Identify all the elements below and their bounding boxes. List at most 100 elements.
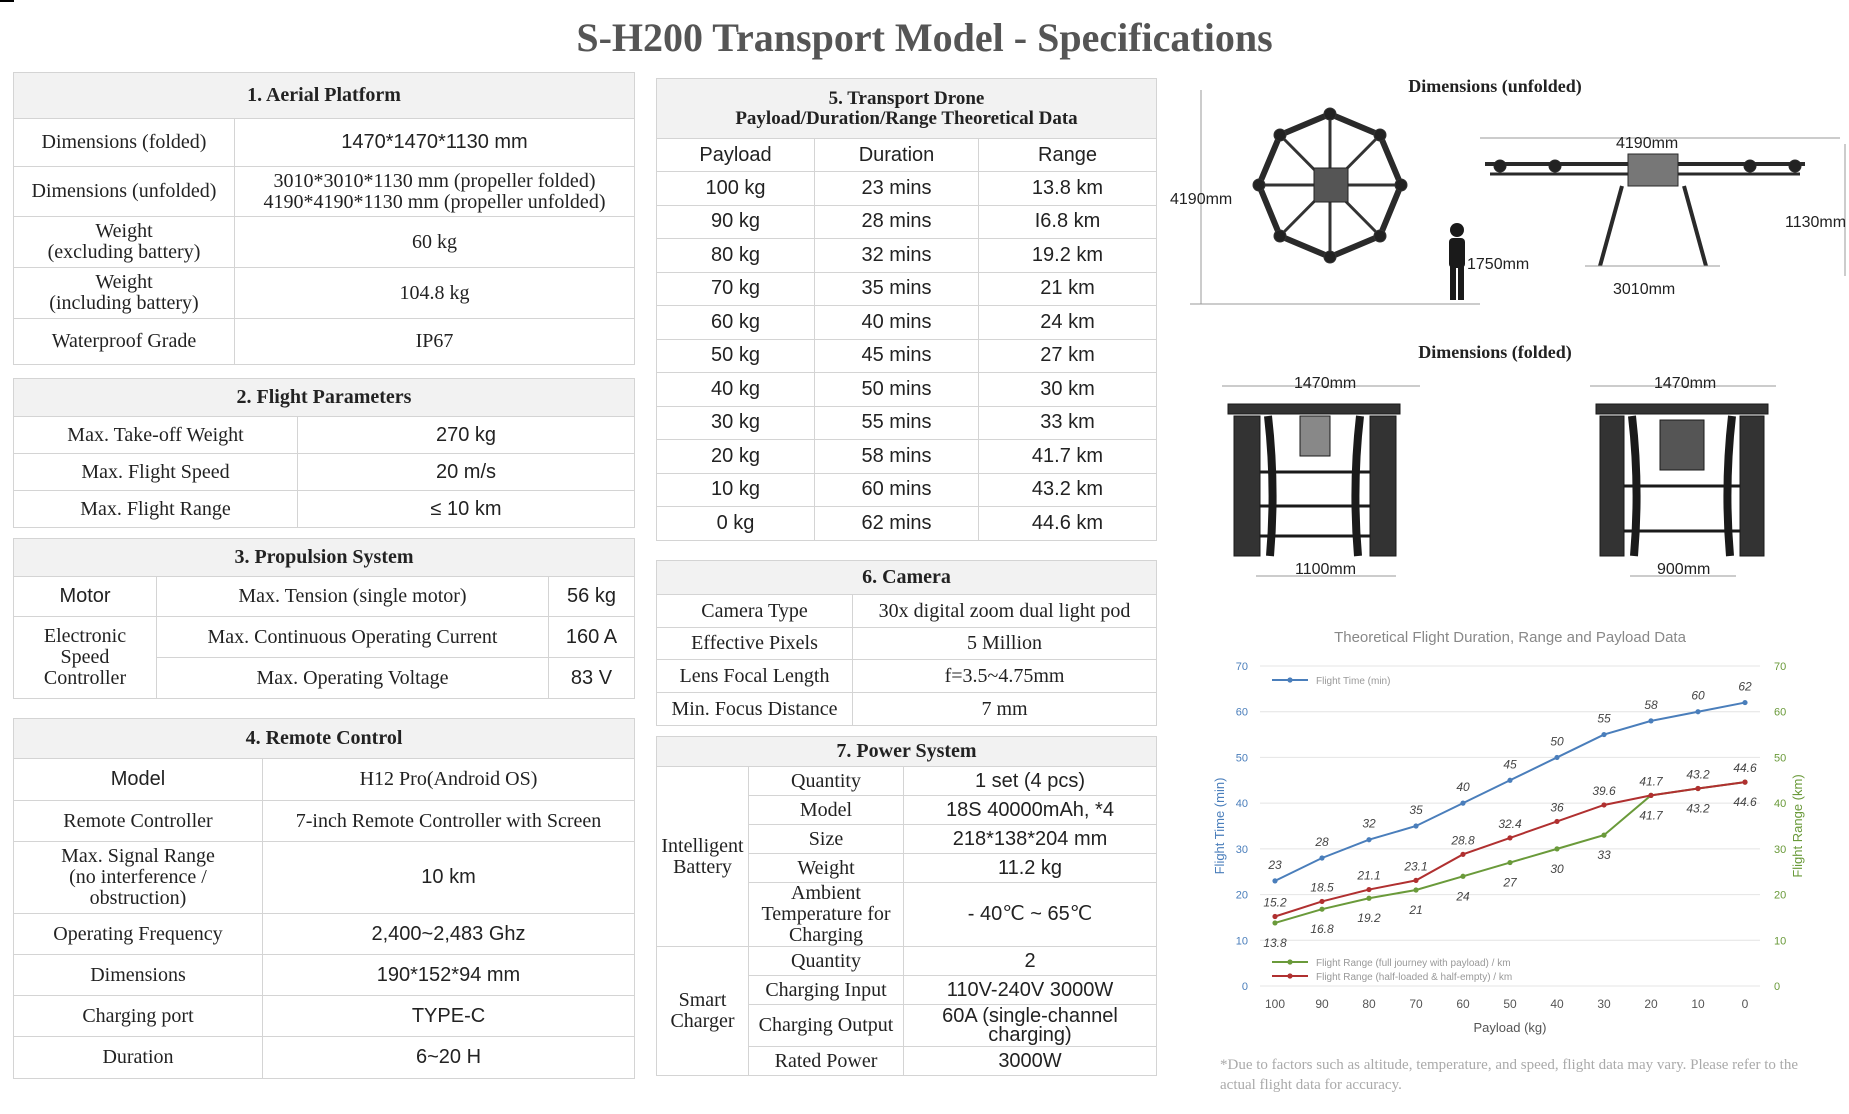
range-cell: 13.8 km — [978, 171, 1157, 206]
data-point — [1272, 878, 1278, 884]
drone-drawings: 4190mm 1750mm 4190mm 1130mm 3010mm 147 — [1170, 90, 1846, 578]
data-point — [1601, 832, 1607, 838]
row-value: 7 mm — [852, 692, 1157, 726]
payload-cell: 90 kg — [656, 204, 815, 239]
data-label: 62 — [1738, 680, 1752, 694]
row-value: 10 km — [262, 841, 635, 914]
row-label: Duration — [13, 1036, 263, 1079]
table-row: 70 kg 35 mins 21 km — [656, 271, 1157, 306]
y-tick-label: 50 — [1236, 752, 1248, 764]
table-row: Waterproof Grade IP67 — [13, 318, 635, 365]
row-value: 30x digital zoom dual light pod — [852, 594, 1157, 628]
transport-data-table: 5. Transport Drone Payload/Duration/Rang… — [656, 78, 1157, 541]
side-base-label: 3010mm — [1613, 281, 1675, 298]
row-label: Camera Type — [656, 594, 853, 628]
y2-tick-label: 50 — [1774, 752, 1786, 764]
data-point — [1319, 855, 1325, 861]
legend-label: Flight Time (min) — [1316, 676, 1390, 687]
data-label: 13.8 — [1263, 936, 1287, 950]
data-point — [1695, 709, 1701, 715]
esc-label: Electronic Speed Controller — [13, 616, 157, 699]
legend-marker — [1287, 959, 1293, 965]
row-label: Charging port — [13, 995, 263, 1037]
payload-cell: 40 kg — [656, 372, 815, 407]
row-value: 3000W — [903, 1046, 1157, 1076]
x-axis-label: Payload (kg) — [1474, 1020, 1547, 1035]
data-point — [1695, 785, 1701, 792]
table-row: Remote Controller 7-inch Remote Controlle… — [13, 800, 635, 842]
page-title: S-H200 Transport Model - Specifications — [576, 15, 1273, 60]
legend-marker — [1287, 973, 1293, 979]
y2-tick-label: 10 — [1774, 935, 1786, 947]
power-system-header: 7. Power System — [656, 736, 1157, 767]
data-point — [1413, 887, 1419, 893]
aerial-platform-header: 1. Aerial Platform — [13, 72, 635, 119]
data-label: 23.1 — [1403, 859, 1427, 873]
row-value: 1470*1470*1130 mm — [234, 118, 635, 167]
table-row: Weight (excluding battery) 60 kg — [13, 216, 635, 268]
payload-cell: 80 kg — [656, 238, 815, 273]
table-row: 40 kg 50 mins 30 km — [656, 372, 1157, 407]
range-cell: 19.2 km — [978, 238, 1157, 273]
table-row: 80 kg 32 mins 19.2 km — [656, 238, 1157, 273]
fold-front-top-label: 1470mm — [1294, 375, 1356, 392]
row-label: Max. Signal Range (no interference / obs… — [13, 841, 263, 914]
col-range: Range — [978, 138, 1157, 172]
row-value: 20 m/s — [297, 453, 635, 491]
table-row: 30 kg 55 mins 33 km — [656, 405, 1157, 440]
data-point — [1507, 835, 1513, 841]
propulsion-table: 3. Propulsion System Motor Max. Tension … — [13, 538, 635, 699]
table-row: Weight (including battery) 104.8 kg — [13, 267, 635, 319]
row-label: Weight (excluding battery) — [13, 216, 235, 268]
range-cell: 43.2 km — [978, 472, 1157, 507]
flight-parameters-table: 2. Flight Parameters Max. Take-off Weigh… — [13, 378, 635, 528]
table-row: Camera Type 30x digital zoom dual light p… — [656, 594, 1157, 628]
data-label: 55 — [1597, 712, 1611, 726]
payload-cell: 100 kg — [656, 171, 815, 206]
motor-value: 56 kg — [548, 576, 635, 617]
row-value: 104.8 kg — [234, 267, 635, 319]
data-label: 41.7 — [1639, 808, 1664, 822]
data-point — [1554, 846, 1560, 852]
data-point — [1601, 802, 1607, 808]
remote-control-header: 4. Remote Control — [13, 718, 635, 759]
row-value: f=3.5~4.75mm — [852, 659, 1157, 693]
row-value: 6~20 H — [262, 1036, 635, 1079]
y-tick-label: 60 — [1236, 707, 1248, 719]
flight-parameters-header: 2. Flight Parameters — [13, 378, 635, 417]
row-value: 5 Million — [852, 627, 1157, 660]
y-tick-label: 30 — [1236, 844, 1248, 856]
row-label: Quantity — [748, 766, 904, 796]
drone-folded-front-view — [1222, 385, 1420, 577]
data-label: 18.5 — [1310, 880, 1334, 894]
data-point — [1319, 906, 1325, 912]
payload-cell: 30 kg — [656, 405, 815, 440]
y2-tick-label: 70 — [1774, 661, 1786, 673]
range-cell: 44.6 km — [978, 506, 1157, 541]
x-tick-label: 30 — [1597, 997, 1611, 1011]
data-label: 58 — [1644, 698, 1658, 712]
row-label: Rated Power — [748, 1046, 904, 1076]
row-label: Max. Flight Range — [13, 490, 298, 528]
data-label: 36 — [1550, 800, 1564, 814]
esc-param: Max. Continuous Operating Current — [156, 616, 549, 658]
x-tick-label: 80 — [1362, 997, 1376, 1011]
range-cell: I6.8 km — [978, 204, 1157, 239]
row-label: Dimensions (unfolded) — [13, 166, 235, 217]
data-label: 30 — [1550, 862, 1564, 876]
fold-side-top-label: 1470mm — [1654, 375, 1716, 392]
row-label: Max. Take-off Weight — [13, 416, 298, 454]
transport-header: 5. Transport Drone Payload/Duration/Rang… — [656, 78, 1157, 139]
row-value: TYPE-C — [262, 995, 635, 1037]
data-point — [1460, 851, 1466, 857]
range-cell: 24 km — [978, 305, 1157, 340]
data-label: 16.8 — [1310, 922, 1334, 936]
range-cell: 41.7 km — [978, 439, 1157, 474]
row-label: Weight — [748, 853, 904, 883]
footnote: *Due to factors such as altitude, temper… — [1220, 1057, 1798, 1093]
duration-cell: 23 mins — [814, 171, 979, 206]
data-point — [1366, 886, 1372, 893]
table-row: Model 18S 40000mAh, *4 — [657, 795, 1157, 825]
row-label: Charging Output — [748, 1004, 904, 1047]
table-row: Charging port TYPE-C — [13, 995, 635, 1037]
